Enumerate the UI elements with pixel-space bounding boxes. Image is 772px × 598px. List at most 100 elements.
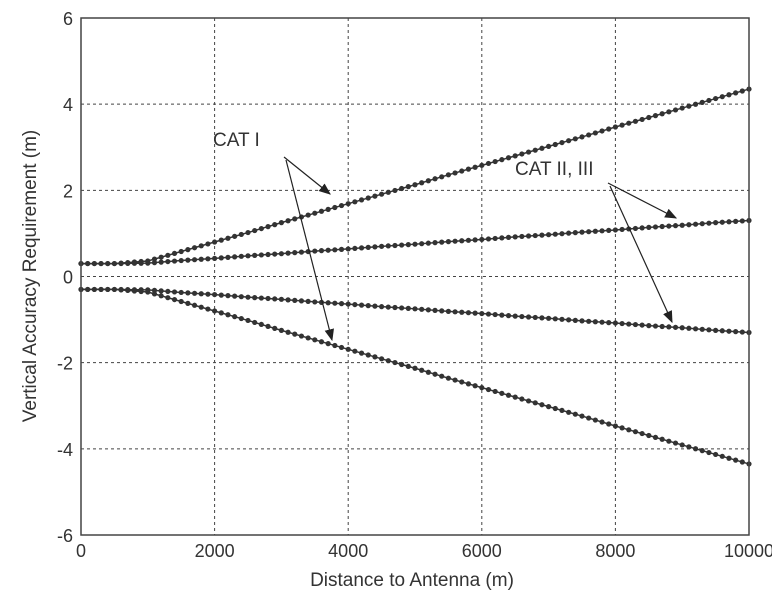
data-point <box>505 234 512 240</box>
data-point <box>459 379 465 385</box>
data-point <box>459 168 465 174</box>
data-point <box>225 254 231 260</box>
data-point <box>225 235 231 241</box>
data-point <box>171 296 178 303</box>
data-point <box>572 411 578 417</box>
data-point <box>285 218 291 224</box>
series-0 <box>78 86 752 267</box>
data-point <box>579 413 585 419</box>
data-point <box>412 182 418 188</box>
data-point <box>713 451 719 458</box>
data-point <box>379 243 385 249</box>
data-point <box>439 308 445 314</box>
data-point <box>365 303 371 309</box>
data-point <box>559 316 565 322</box>
data-point <box>606 126 612 132</box>
data-point <box>272 251 278 257</box>
data-point <box>699 99 705 105</box>
data-point <box>205 256 211 262</box>
data-point <box>452 377 458 383</box>
data-point <box>726 219 732 225</box>
annotation-cat-ii-iii-label: CAT II, III <box>515 159 593 180</box>
x-tick-label: 8000 <box>595 541 635 561</box>
y-tick-label: 6 <box>63 9 73 29</box>
data-point <box>632 429 639 435</box>
data-point <box>439 373 445 379</box>
data-point <box>125 287 131 294</box>
series-group <box>78 86 752 467</box>
data-point <box>539 232 545 238</box>
data-point <box>165 288 171 295</box>
data-point <box>111 286 117 293</box>
data-point <box>158 288 164 294</box>
data-point <box>399 305 405 311</box>
data-point <box>305 212 311 218</box>
data-point <box>606 227 612 234</box>
data-point <box>552 316 558 322</box>
data-point <box>586 132 592 138</box>
data-point <box>532 314 538 321</box>
data-point <box>432 307 438 313</box>
data-point <box>305 335 311 341</box>
data-point <box>612 423 619 429</box>
data-point <box>145 289 151 295</box>
data-point <box>512 153 518 159</box>
annotation-cat-i-label: CAT I <box>213 130 260 151</box>
data-point <box>733 218 739 224</box>
data-point <box>385 304 391 310</box>
data-point <box>485 236 492 242</box>
data-point <box>492 311 498 318</box>
data-point <box>672 107 679 113</box>
data-point <box>412 306 418 312</box>
data-point <box>445 172 451 178</box>
x-tick-label: 4000 <box>328 541 368 561</box>
data-point <box>98 286 104 293</box>
data-point <box>692 446 699 452</box>
data-point <box>586 415 592 421</box>
data-point <box>512 234 518 240</box>
data-point <box>452 238 458 244</box>
data-point <box>592 228 598 234</box>
data-point <box>185 257 191 263</box>
data-point <box>379 191 385 197</box>
data-point <box>485 311 492 317</box>
data-point <box>499 312 505 318</box>
data-point <box>405 305 411 311</box>
data-point <box>713 220 719 226</box>
data-point <box>512 313 518 319</box>
data-point <box>566 317 572 323</box>
data-point <box>572 230 578 236</box>
data-point <box>652 224 659 230</box>
data-point <box>579 318 585 324</box>
data-point <box>151 260 158 266</box>
data-point <box>419 367 425 373</box>
data-point <box>666 109 672 115</box>
series-1 <box>78 217 752 267</box>
data-point <box>412 365 418 371</box>
data-point <box>218 292 224 298</box>
data-point <box>566 230 572 236</box>
data-point <box>191 290 198 296</box>
data-point <box>138 260 144 266</box>
data-point <box>525 233 532 239</box>
data-point <box>445 308 451 314</box>
data-point <box>739 88 745 94</box>
data-point <box>432 240 438 246</box>
data-point <box>352 199 358 205</box>
data-point <box>679 222 685 228</box>
data-point <box>392 359 398 366</box>
data-point <box>278 220 284 226</box>
data-point <box>91 260 97 267</box>
data-point <box>392 187 398 194</box>
data-point <box>646 224 652 230</box>
data-point <box>425 369 431 375</box>
data-point <box>165 295 171 301</box>
data-point <box>659 223 665 230</box>
data-point <box>318 339 325 345</box>
data-point <box>726 455 732 461</box>
series-3 <box>78 286 752 467</box>
data-point <box>138 288 144 295</box>
grid <box>81 18 749 535</box>
data-point <box>492 388 498 395</box>
data-point <box>432 176 438 182</box>
